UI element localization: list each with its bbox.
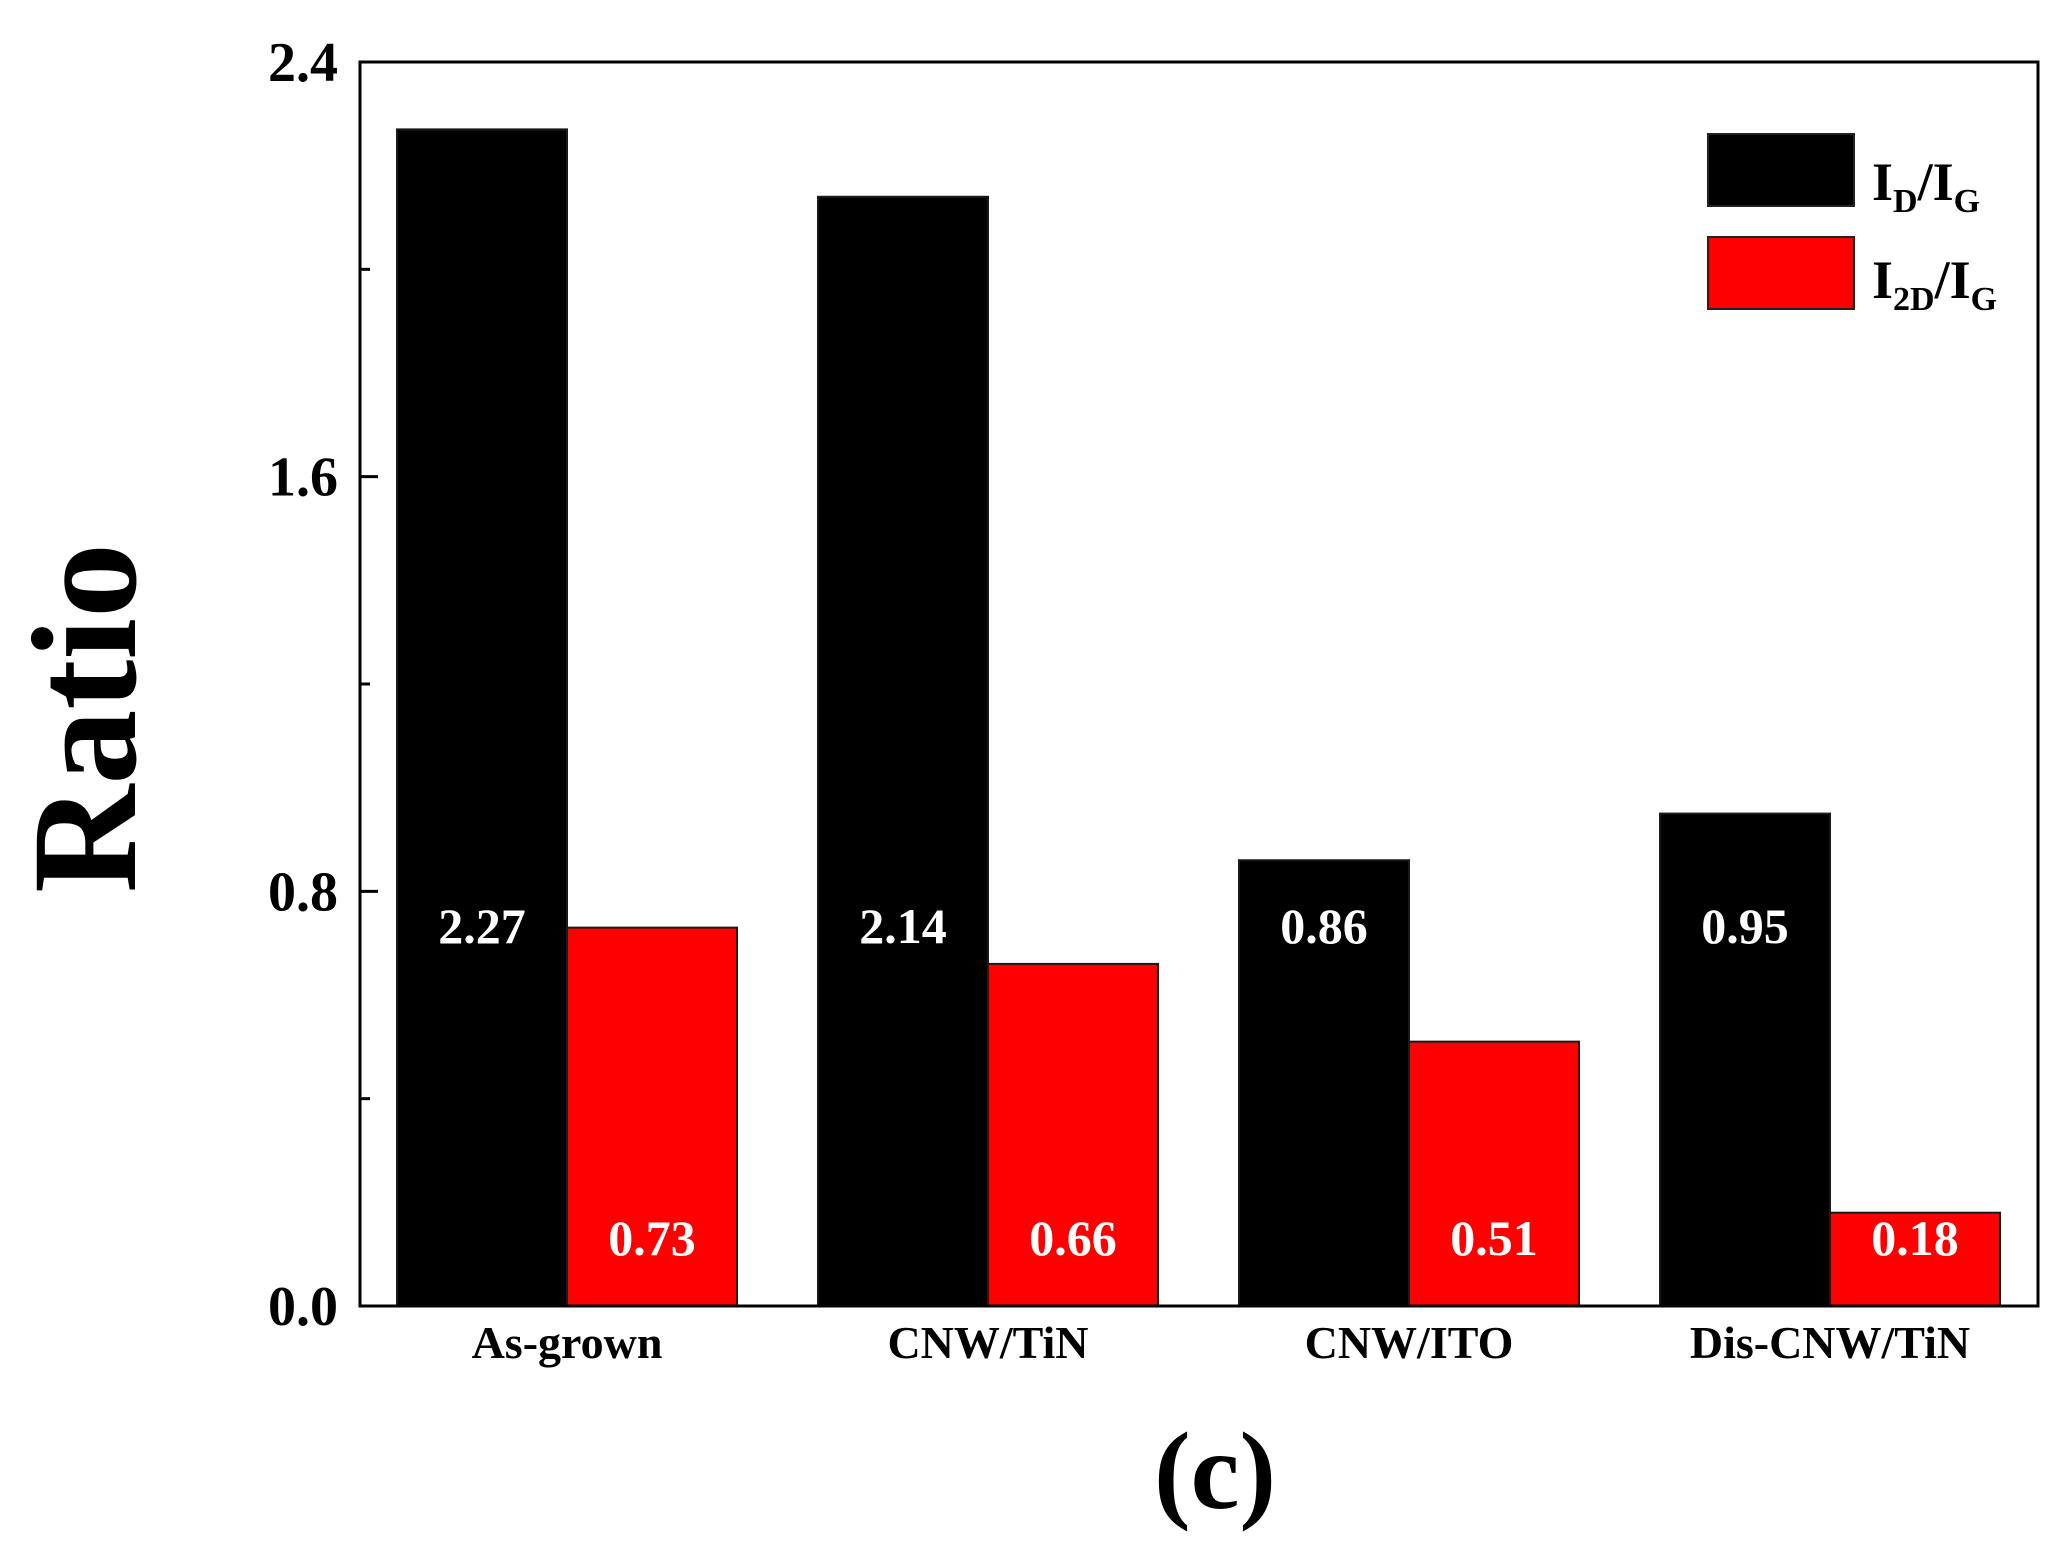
legend-label-id-ig: ID/IG [1872,152,1980,220]
y-axis-ticks: 0.0 0.8 1.6 2.4 [268,32,378,1338]
value-label-id-ig-3: 0.95 [1701,898,1789,954]
bar-i2d-ig-0 [566,926,738,1307]
value-labels-layer: 2.27 0.73 2.14 0.66 0.86 0.51 0.95 0.18 [438,898,1959,1266]
y-tick-label: 0.0 [268,1276,338,1338]
legend-swatch-id-ig [1707,133,1855,207]
y-tick-label: 1.6 [268,447,338,509]
y-tick-label: 0.8 [268,861,338,923]
bar-i2d-ig-2 [1408,1040,1580,1308]
x-category-label: As-grown [472,1317,663,1368]
value-label-id-ig-1: 2.14 [859,898,947,954]
x-category-label: CNW/ITO [1305,1317,1514,1368]
value-label-i2d-ig-2: 0.51 [1450,1210,1538,1266]
legend: ID/IG I2D/IG [1707,133,1997,318]
x-category-label: CNW/TiN [887,1317,1088,1368]
value-label-id-ig-2: 0.86 [1280,898,1368,954]
y-axis-label: Ratio [2,543,168,893]
bar-id-ig-3 [1659,812,1831,1307]
bar-i2d-ig-1 [987,962,1159,1308]
bar-id-ig-1 [817,195,989,1307]
legend-swatch-i2d-ig [1707,236,1855,310]
x-axis-categories: As-grown CNW/TiN CNW/ITO Dis-CNW/TiN [472,1317,1971,1368]
legend-label-i2d-ig: I2D/IG [1872,250,1997,318]
value-label-id-ig-0: 2.27 [438,898,526,954]
panel-label: (c) [1154,1410,1276,1532]
bar-id-ig-0 [396,128,568,1308]
x-category-label: Dis-CNW/TiN [1690,1317,1970,1368]
value-label-i2d-ig-3: 0.18 [1871,1210,1959,1266]
bar-id-ig-2 [1238,859,1410,1307]
value-label-i2d-ig-1: 0.66 [1029,1210,1117,1266]
bar-i2d-ig-3 [1829,1211,2001,1307]
y-tick-label: 2.4 [268,32,338,94]
bars-layer [396,128,2001,1308]
value-label-i2d-ig-0: 0.73 [608,1210,696,1266]
